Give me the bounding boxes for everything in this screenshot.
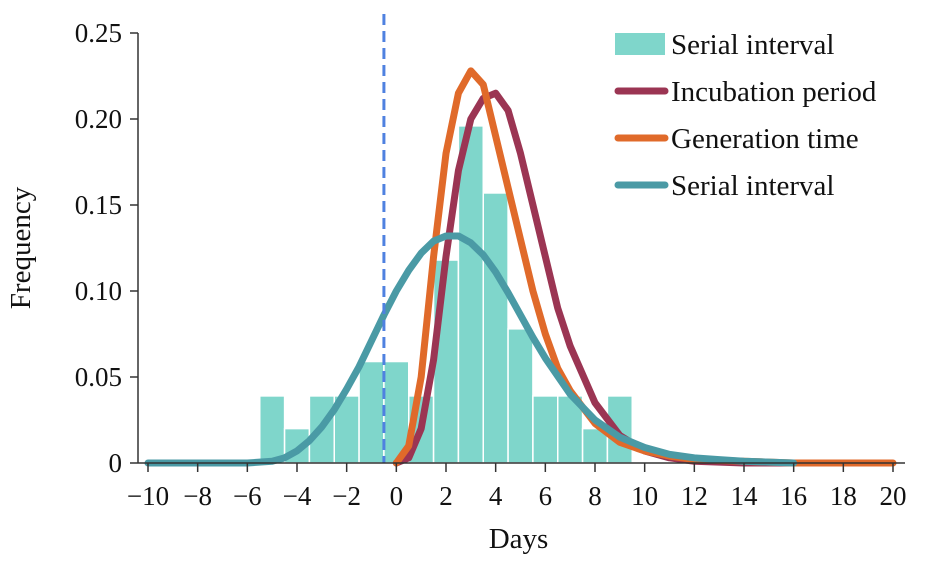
histogram-bar xyxy=(532,395,559,464)
x-tick-label: 16 xyxy=(780,481,807,511)
histogram-bar xyxy=(482,192,509,464)
legend-swatch-box xyxy=(615,33,665,55)
series-line xyxy=(144,232,798,467)
x-tick-label: 6 xyxy=(539,481,553,511)
x-tick-label: 18 xyxy=(830,481,857,511)
axes xyxy=(137,33,905,464)
y-tick-label: 0 xyxy=(109,448,123,478)
y-axis-title: Frequency xyxy=(5,186,37,309)
x-tick-label: −6 xyxy=(233,481,262,511)
y-tick-label: 0.20 xyxy=(75,104,122,134)
histogram-bar xyxy=(358,360,385,464)
legend-label: Serial interval xyxy=(671,29,834,61)
x-tick-label: 4 xyxy=(489,481,503,511)
x-tick-label: 0 xyxy=(390,481,404,511)
x-axis-ticks: −10 −8 −6 −4 −2 0 2 4 6 8 10 12 14 16 18 20 xyxy=(127,463,907,511)
x-tick-label: −4 xyxy=(283,481,312,511)
x-tick-label: −8 xyxy=(183,481,212,511)
x-tick-label: 14 xyxy=(731,481,759,511)
legend-label: Incubation period xyxy=(671,76,877,108)
y-tick-label: 0.05 xyxy=(75,362,122,392)
histogram-bar xyxy=(432,259,460,464)
x-tick-label: −2 xyxy=(332,481,361,511)
histogram-bar xyxy=(457,125,484,464)
distribution-curves xyxy=(144,67,897,467)
x-tick-label: 8 xyxy=(588,481,602,511)
legend-label: Generation time xyxy=(671,123,859,155)
x-tick-label: 12 xyxy=(681,481,708,511)
x-tick-label: 20 xyxy=(880,481,907,511)
x-tick-label: −10 xyxy=(127,481,169,511)
x-tick-label: 10 xyxy=(631,481,658,511)
histogram-bar xyxy=(259,395,286,464)
legend-label: Serial interval xyxy=(671,170,834,202)
y-tick-label: 0.25 xyxy=(75,18,122,48)
histogram-bar xyxy=(507,328,534,464)
x-tick-label: 2 xyxy=(439,481,453,511)
y-tick-label: 0.15 xyxy=(75,190,122,220)
y-axis-ticks: 0 0.05 0.10 0.15 0.20 0.25 xyxy=(75,18,138,478)
y-tick-label: 0.10 xyxy=(75,276,122,306)
legend: Serial interval Incubation period Generati… xyxy=(614,29,877,202)
x-axis-title: Days xyxy=(489,523,549,555)
